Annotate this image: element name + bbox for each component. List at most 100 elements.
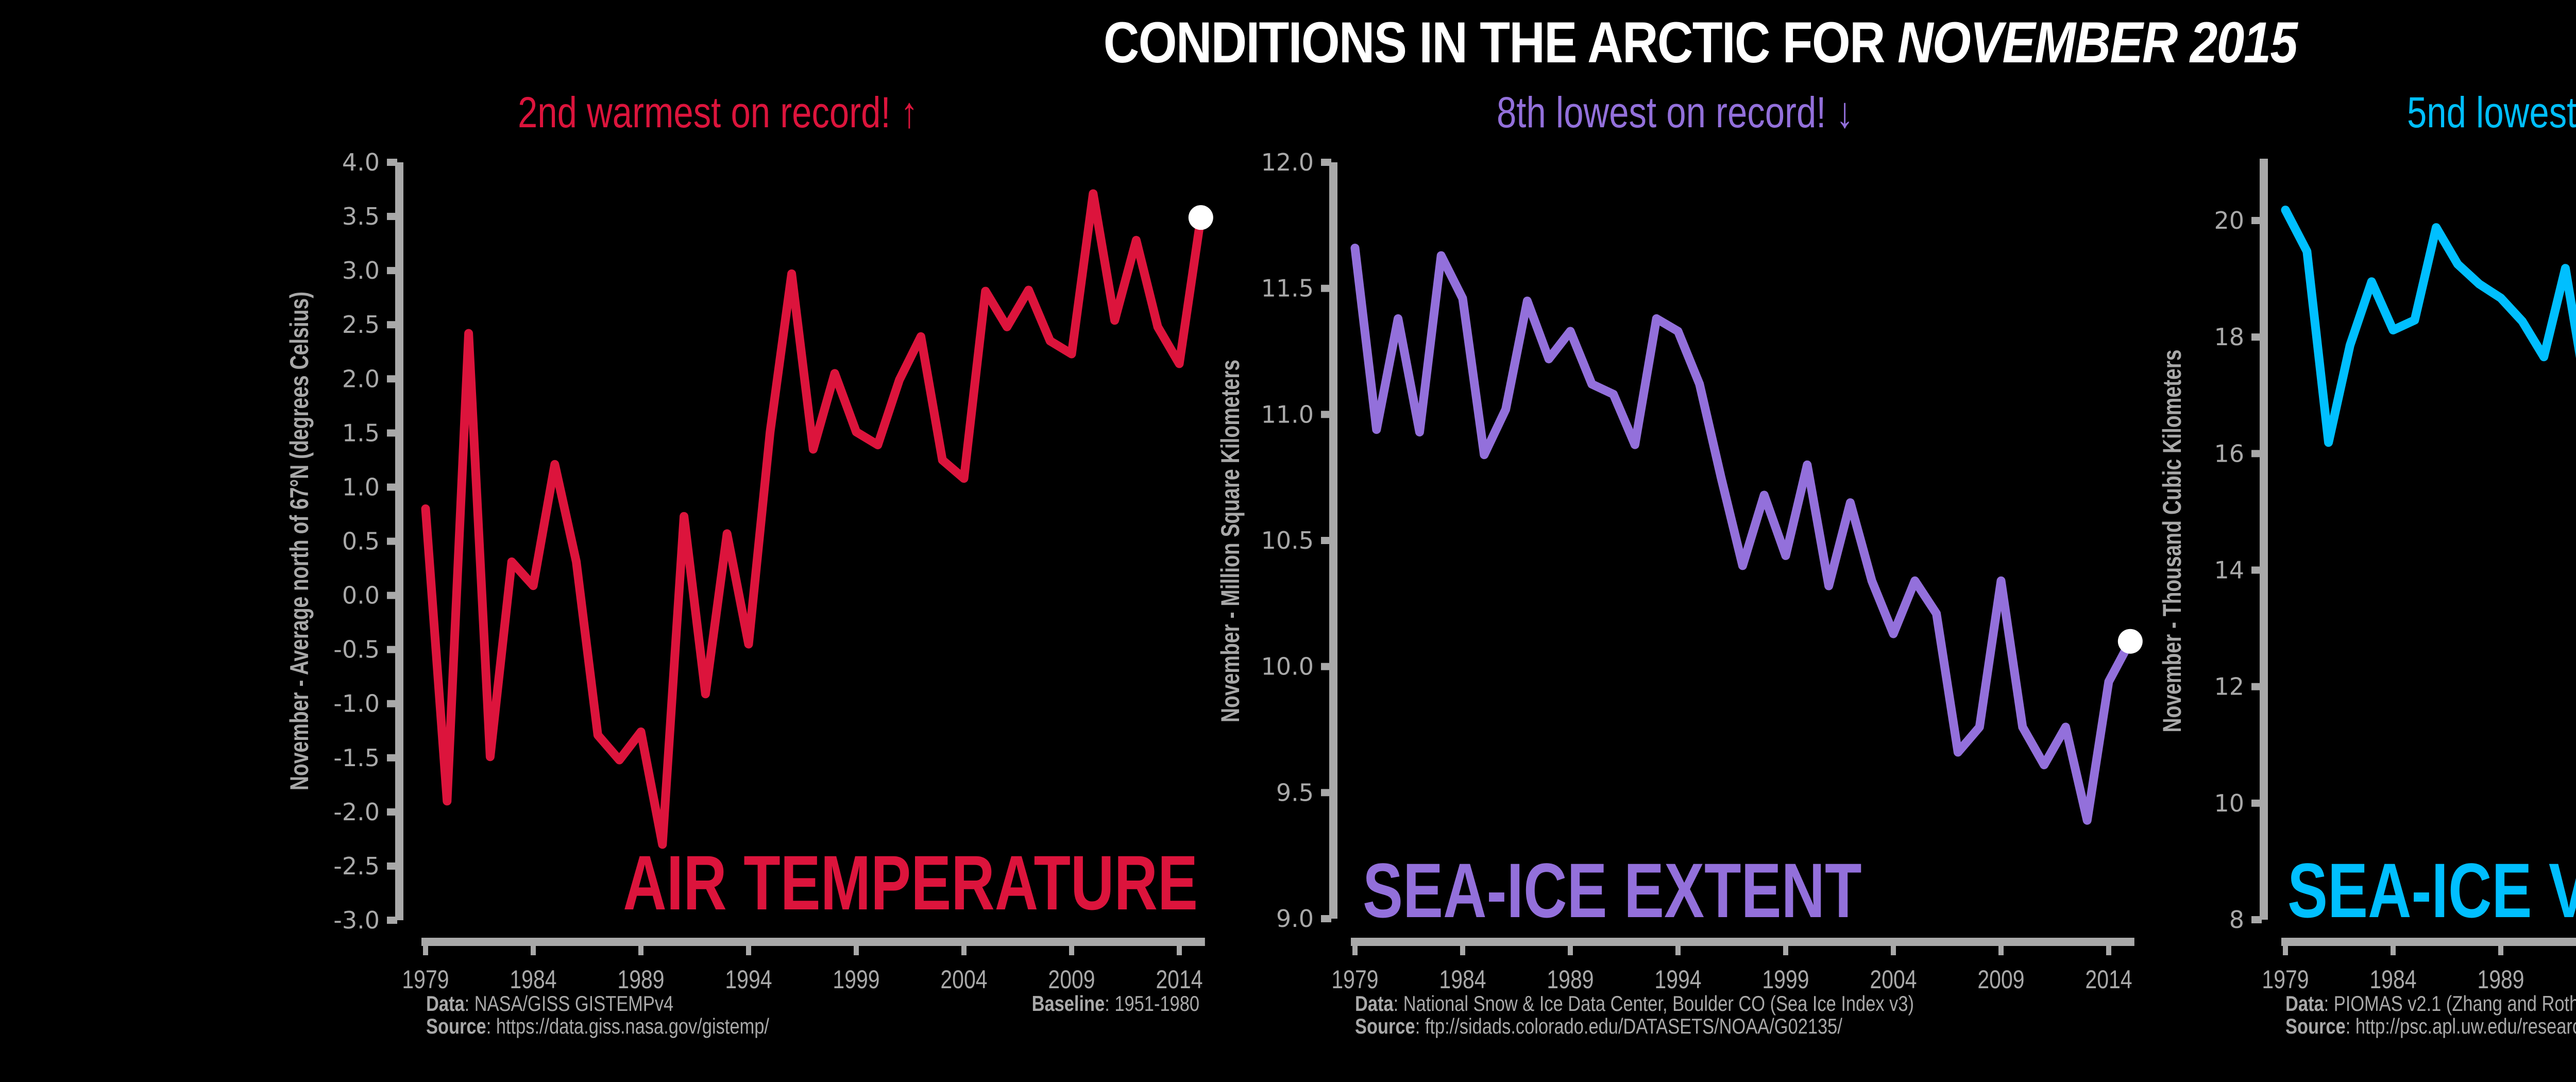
air-ytick: [387, 483, 397, 491]
air-ytick: [387, 321, 397, 329]
extent-xtick-label: 1979: [1331, 965, 1378, 994]
air-xtick: [531, 945, 536, 955]
extent-data-credit-value: : National Snow & Ice Data Center, Bould…: [1394, 992, 1914, 1016]
extent-panel: 9.0 9.5 10.0 10.5 11.0 11.5 12.0 November - Mil…: [1215, 148, 2143, 1039]
extent-ytick: [1321, 789, 1331, 797]
volume-ytick: [2251, 333, 2262, 341]
air-ytick-label: 0.0: [342, 582, 380, 610]
extent-ytick-label: 10.5: [1261, 527, 1314, 554]
extent-ytick-label: 12.0: [1261, 148, 1314, 176]
volume-ytick-label: 16: [2214, 439, 2244, 467]
volume-ytick: [2251, 916, 2262, 923]
extent-xtick-label: 1999: [1762, 965, 1809, 994]
extent-ytick: [1321, 411, 1331, 418]
air-xtick: [1069, 945, 1074, 955]
air-baseline: Baseline: 1951-1980: [1032, 992, 1199, 1016]
air-ytick-label: 3.0: [342, 257, 380, 284]
extent-data-credit-label: Data: [1355, 992, 1394, 1016]
volume-x-axis: [2281, 938, 2576, 946]
title-prefix: CONDITIONS IN THE ARCTIC FOR: [1103, 10, 1897, 75]
air-xtick: [638, 945, 643, 955]
air-ytick-label: 4.0: [342, 148, 380, 176]
extent-xtick: [1675, 945, 1681, 955]
volume-y-axis-label: November - Thousand Cubic Kilometers: [2157, 349, 2187, 732]
air-ytick: [387, 213, 397, 221]
air-xtick-label: 1989: [617, 965, 664, 994]
air-xtick-label: 2004: [940, 965, 987, 994]
extent-xtick: [1783, 945, 1788, 955]
volume-ytick-label: 14: [2214, 556, 2244, 584]
extent-xtick-label: 2014: [2085, 965, 2132, 994]
air-xtick: [1177, 945, 1182, 955]
volume-source-credit-value: : http://psc.apl.uw.edu/research/project…: [2346, 1015, 2576, 1039]
volume-data-credit-value: : PIOMAS v2.1 (Zhang and Rothrock, 2003;…: [2324, 992, 2576, 1016]
volume-xtick-label: 1979: [2262, 965, 2309, 994]
extent-xtick-label: 1984: [1439, 965, 1486, 994]
volume-xtick: [2498, 945, 2503, 955]
extent-source-credit-label: Source: [1355, 1015, 1415, 1039]
air-ytick: [387, 700, 397, 707]
air-temperature-subtitle: 2nd warmest on record! ↑: [518, 88, 919, 137]
air-ytick-label: -1.0: [333, 690, 380, 718]
extent-data-credit: Data: National Snow & Ice Data Center, B…: [1355, 992, 1914, 1016]
volume-ytick: [2251, 217, 2262, 224]
air-ytick: [387, 862, 397, 870]
air-xtick: [961, 945, 967, 955]
air-ytick-label: 2.0: [342, 365, 380, 393]
air-ytick: [387, 267, 397, 275]
extent-panel-title: SEA-ICE EXTENT: [1363, 847, 1862, 934]
volume-ytick-label: 10: [2214, 789, 2244, 817]
volume-ytick: [2251, 450, 2262, 458]
extent-ytick: [1321, 284, 1331, 292]
volume-y-axis: [2260, 159, 2268, 920]
air-ytick: [387, 429, 397, 437]
volume-panel: 8 10 12 14 16 18 20 November - Thousand Cubic K…: [2157, 159, 2576, 1039]
air-baseline-value: : 1951-1980: [1105, 992, 1199, 1016]
extent-xtick-label: 2004: [1870, 965, 1917, 994]
title-emphasis: NOVEMBER 2015: [1897, 10, 2298, 75]
air-ytick: [387, 591, 397, 599]
extent-highlight-point: [2117, 629, 2143, 654]
volume-xtick: [2391, 945, 2396, 955]
air-ytick-label: -0.5: [333, 636, 380, 664]
volume-ytick-label: 8: [2229, 906, 2244, 934]
volume-source-credit: Source: http://psc.apl.uw.edu/research/p…: [2285, 1015, 2576, 1039]
air-ytick-label: 1.0: [342, 473, 380, 501]
air-ytick-label: 1.5: [342, 419, 380, 447]
extent-xtick: [1460, 945, 1465, 955]
sea-ice-volume-subtitle: 5nd lowest on record! ↓: [2407, 88, 2576, 137]
extent-ytick-label: 9.0: [1276, 905, 1314, 933]
extent-source-credit: Source: ftp://sidads.colorado.edu/DATASE…: [1355, 1015, 1842, 1039]
volume-ytick: [2251, 799, 2262, 807]
volume-xtick-label: 1989: [2477, 965, 2524, 994]
volume-ytick-label: 18: [2214, 323, 2244, 351]
air-series-line: [421, 189, 1206, 849]
air-ytick-label: 0.5: [342, 528, 380, 555]
extent-x-axis: [1351, 938, 2134, 946]
air-highlight-point: [1188, 205, 1213, 230]
extent-ytick-label: 9.5: [1276, 779, 1314, 806]
air-y-axis: [395, 162, 403, 920]
extent-xtick: [1568, 945, 1573, 955]
air-ytick: [387, 375, 397, 383]
figure-title: CONDITIONS IN THE ARCTIC FOR NOVEMBER 20…: [238, 9, 2576, 76]
air-data-credit-label: Data: [426, 992, 465, 1016]
air-y-axis-label: November - Average north of 67°N (degree…: [284, 292, 314, 790]
air-ytick: [387, 159, 397, 166]
air-xtick-label: 1979: [402, 965, 449, 994]
extent-y-axis: [1329, 162, 1337, 919]
extent-series-line: [1350, 243, 2135, 825]
extent-y-axis-label: November - Million Square Kilometers: [1215, 360, 1245, 722]
air-source-credit-value: : https://data.giss.nasa.gov/gistemp/: [486, 1015, 769, 1039]
extent-xtick: [1998, 945, 2004, 955]
air-data-credit-value: : NASA/GISS GISTEMPv4: [465, 992, 674, 1016]
air-ytick-label: 2.5: [342, 311, 380, 339]
extent-xtick: [1891, 945, 1896, 955]
air-ytick-label: -3.0: [333, 906, 380, 934]
extent-source-credit-value: : ftp://sidads.colorado.edu/DATASETS/NOA…: [1415, 1015, 1842, 1039]
air-x-axis: [421, 938, 1205, 946]
extent-ytick: [1321, 915, 1331, 922]
air-ytick: [387, 917, 397, 924]
extent-ytick: [1321, 663, 1331, 670]
volume-ytick: [2251, 566, 2262, 574]
